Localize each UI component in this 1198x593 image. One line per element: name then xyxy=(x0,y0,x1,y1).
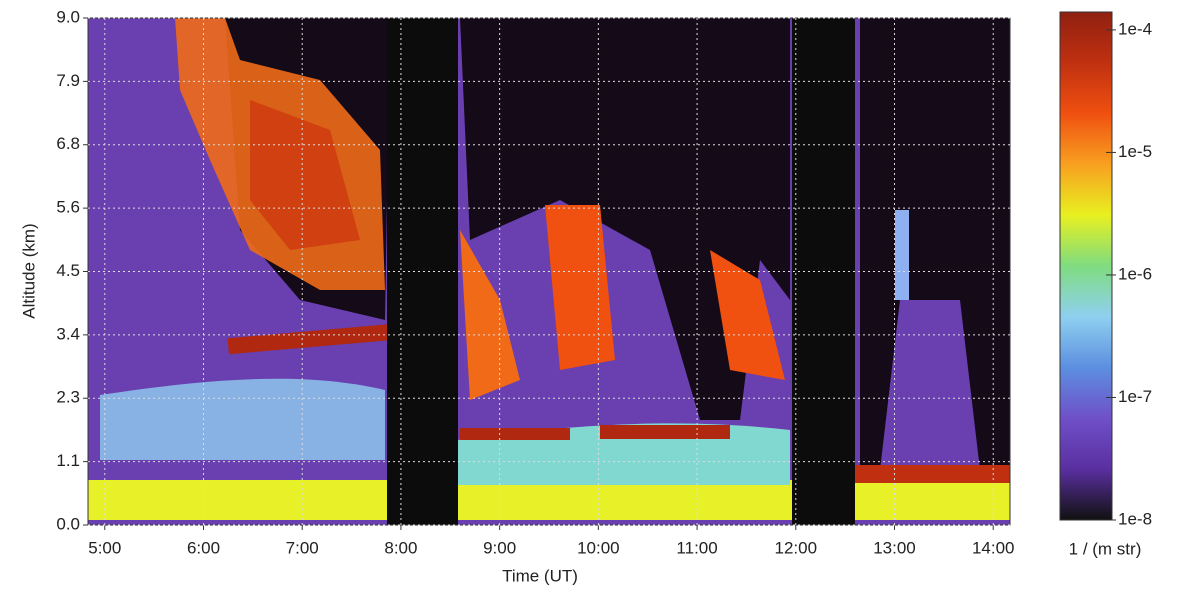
x-tick-label: 13:00 xyxy=(873,538,916,557)
heatmap-region xyxy=(855,465,1010,483)
y-tick-label: 7.9 xyxy=(56,71,80,90)
heatmap-region xyxy=(88,480,1010,520)
colorbar xyxy=(1059,11,1113,521)
y-tick-label: 1.1 xyxy=(56,451,80,470)
heatmap xyxy=(88,18,1010,525)
y-tick-label: 0.0 xyxy=(56,514,80,533)
heatmap-region xyxy=(460,428,570,440)
heatmap-region xyxy=(545,205,615,370)
y-axis-label: Altitude (km) xyxy=(19,223,38,318)
x-tick-label: 7:00 xyxy=(286,538,319,557)
heatmap-region xyxy=(600,425,730,439)
no-data-gap xyxy=(387,18,458,525)
x-tick-label: 5:00 xyxy=(88,538,121,557)
heatmap-region xyxy=(100,378,385,460)
colorbar-tick-label: 1e-4 xyxy=(1118,19,1152,38)
x-tick-label: 10:00 xyxy=(577,538,620,557)
y-tick-label: 6.8 xyxy=(56,134,80,153)
x-tick-label: 11:00 xyxy=(676,538,717,557)
y-tick-label: 3.4 xyxy=(56,324,80,343)
x-tick-label: 12:00 xyxy=(775,538,818,557)
colorbar-tick-label: 1e-8 xyxy=(1118,509,1152,528)
y-tick-label: 5.6 xyxy=(56,198,80,217)
y-tick-label: 4.5 xyxy=(56,261,80,280)
x-tick-label: 14:00 xyxy=(972,538,1015,557)
heatmap-region xyxy=(710,250,785,380)
heatmap-region xyxy=(460,230,520,400)
colorbar-tick-label: 1e-6 xyxy=(1118,264,1152,283)
x-tick-label: 6:00 xyxy=(187,538,220,557)
heatmap-region xyxy=(227,324,389,355)
colorbar-tick-label: 1e-5 xyxy=(1118,142,1152,161)
colorbar-tick-label: 1e-7 xyxy=(1118,387,1152,406)
heatmap-region xyxy=(250,100,360,250)
x-tick-label: 9:00 xyxy=(483,538,516,557)
y-tick-label: 9.0 xyxy=(56,7,80,26)
x-axis-label: Time (UT) xyxy=(502,566,578,585)
colorbar-label: 1 / (m str) xyxy=(1069,539,1142,558)
heatmap-region xyxy=(895,210,909,300)
x-tick-label: 8:00 xyxy=(384,538,417,557)
y-tick-label: 2.3 xyxy=(56,388,80,407)
